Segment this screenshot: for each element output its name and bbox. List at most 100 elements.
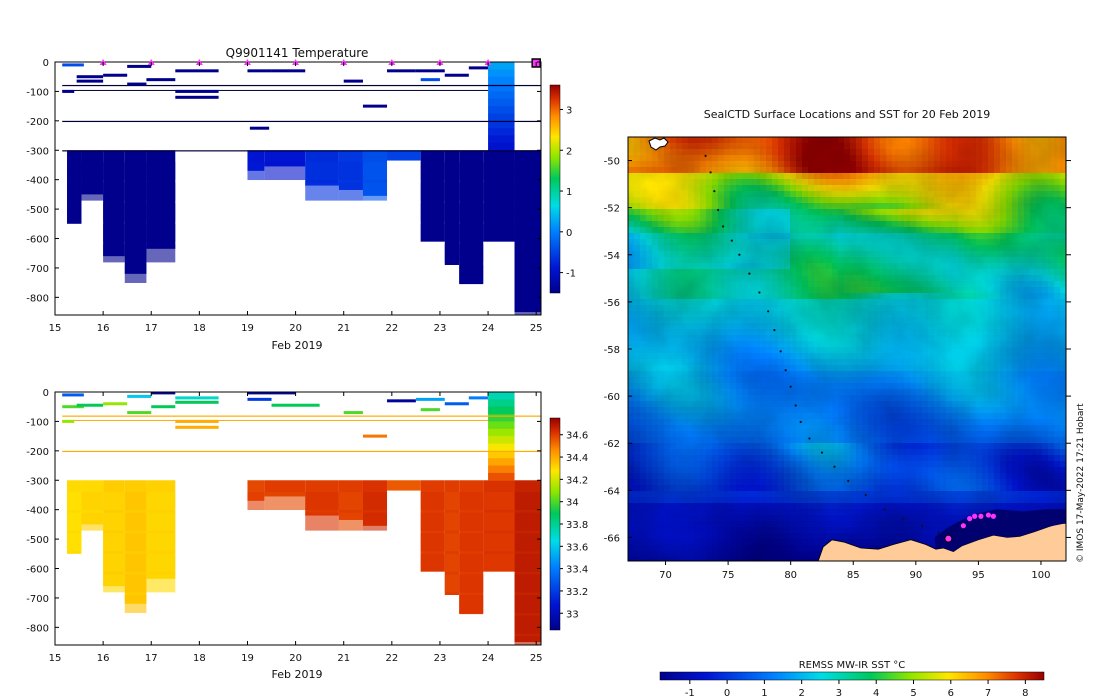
profile-band [81, 162, 104, 181]
profile-band [483, 223, 515, 242]
temperature-heatmap [62, 62, 541, 315]
profile-band [124, 594, 147, 613]
profile-band [67, 492, 82, 511]
profile-band [514, 553, 541, 572]
profile-band [103, 203, 125, 222]
profile-band [444, 512, 460, 531]
profile-segment [175, 89, 219, 93]
y-tick-label: -700 [26, 264, 49, 275]
profile-band [362, 162, 388, 181]
y-tick-label: -300 [26, 146, 49, 157]
profile-band [444, 244, 460, 263]
profile-band [444, 203, 460, 222]
profile-line [62, 415, 541, 417]
x-tick-label: 15 [49, 653, 62, 664]
x-tick-label: 22 [385, 653, 398, 664]
profile-band [514, 574, 541, 593]
profile-segment [127, 411, 152, 415]
colorbar-tick-label: 34.6 [566, 431, 588, 442]
surface-column-cell [488, 135, 515, 144]
profile-segment [127, 64, 152, 68]
profile-band [459, 223, 484, 242]
x-tick-label: 23 [434, 653, 447, 664]
profile-band [146, 223, 176, 242]
profile-line [62, 120, 541, 123]
profile-band [338, 162, 363, 181]
profile-band [420, 492, 445, 511]
profile-band [514, 264, 541, 283]
profile-segment [468, 396, 489, 400]
profile-band [362, 512, 388, 531]
profile-band [124, 162, 147, 181]
surface-column-cell [488, 128, 515, 137]
profile-band [103, 162, 125, 181]
salinity-x-axis: 15 16 17 18 19 20 21 22 23 24 25 [49, 392, 543, 664]
profile-band [67, 203, 82, 222]
profile-segment [420, 78, 440, 82]
surface-column-cell [488, 421, 515, 430]
colorbar-tick-label: 33.6 [566, 542, 588, 553]
profile-band [81, 182, 104, 201]
profile-band [514, 533, 541, 552]
y-tick-label: -400 [26, 506, 49, 517]
y-tick-label: -300 [26, 476, 49, 487]
x-tick-label: 21 [337, 653, 350, 664]
profile-segment [415, 397, 445, 401]
profile-band [459, 533, 484, 552]
salinity-heatmap [62, 392, 541, 645]
profile-segment [175, 396, 219, 400]
profile-segment [175, 419, 219, 423]
salinity-xlabel: Feb 2019 [272, 668, 323, 681]
temperature-y-axis: 0-100-200-300-400-500-600-700-800 [26, 58, 541, 304]
salinity-panel: 0-100-200-300-400-500-600-700-800 15 16 17… [26, 388, 588, 681]
colorbar-tick-label: 2 [566, 146, 572, 157]
profile-band [459, 492, 484, 511]
profile-band [459, 594, 484, 613]
profile-segment [444, 73, 469, 77]
profile-band [483, 512, 515, 531]
profile-band [146, 162, 176, 181]
surface-column-cell [488, 458, 515, 467]
profile-band [444, 553, 460, 572]
colorbar-tick-label: 34 [566, 498, 579, 509]
profile-band [459, 574, 484, 593]
profile-band [514, 512, 541, 531]
profile-line [62, 150, 541, 152]
profile-block [387, 480, 421, 491]
profile-segment [362, 434, 388, 438]
x-tick-label: 25 [530, 323, 543, 334]
salinity-plot-frame [54, 391, 542, 646]
profile-segment [175, 69, 219, 73]
profile-line [62, 84, 541, 87]
x-tick-label: 16 [97, 323, 110, 334]
profile-block [387, 150, 421, 161]
profile-segment [343, 411, 363, 415]
profile-band [444, 574, 460, 593]
y-tick-label: -200 [26, 117, 49, 128]
profile-line [62, 450, 541, 453]
surface-column-cell [488, 98, 515, 107]
x-tick-label: 16 [97, 653, 110, 664]
profile-band [514, 615, 541, 634]
profile-segment [127, 82, 147, 86]
profile-band [483, 182, 515, 201]
sst-map-panel: SealCTD Surface Locations and SST for 20… [604, 108, 1086, 699]
y-tick-label: -800 [26, 623, 49, 634]
surface-column-cell [488, 84, 515, 92]
profile-band [459, 162, 484, 181]
x-tick-label: 20 [289, 653, 302, 664]
profile-band [67, 512, 82, 531]
profile-band [305, 182, 339, 201]
profile-segment [387, 399, 416, 403]
profile-band [103, 574, 125, 593]
y-tick-label: -200 [26, 447, 49, 458]
profile-band [146, 182, 176, 201]
colorbar-tick-label: 3 [566, 105, 572, 116]
colorbar-tick-label: 33 [566, 609, 579, 620]
profile-band [124, 492, 147, 511]
surface-column-cell [488, 113, 515, 122]
profile-segment [76, 79, 104, 83]
profile-band [67, 182, 82, 201]
profile-band [146, 512, 176, 531]
profile-segment [127, 394, 152, 398]
